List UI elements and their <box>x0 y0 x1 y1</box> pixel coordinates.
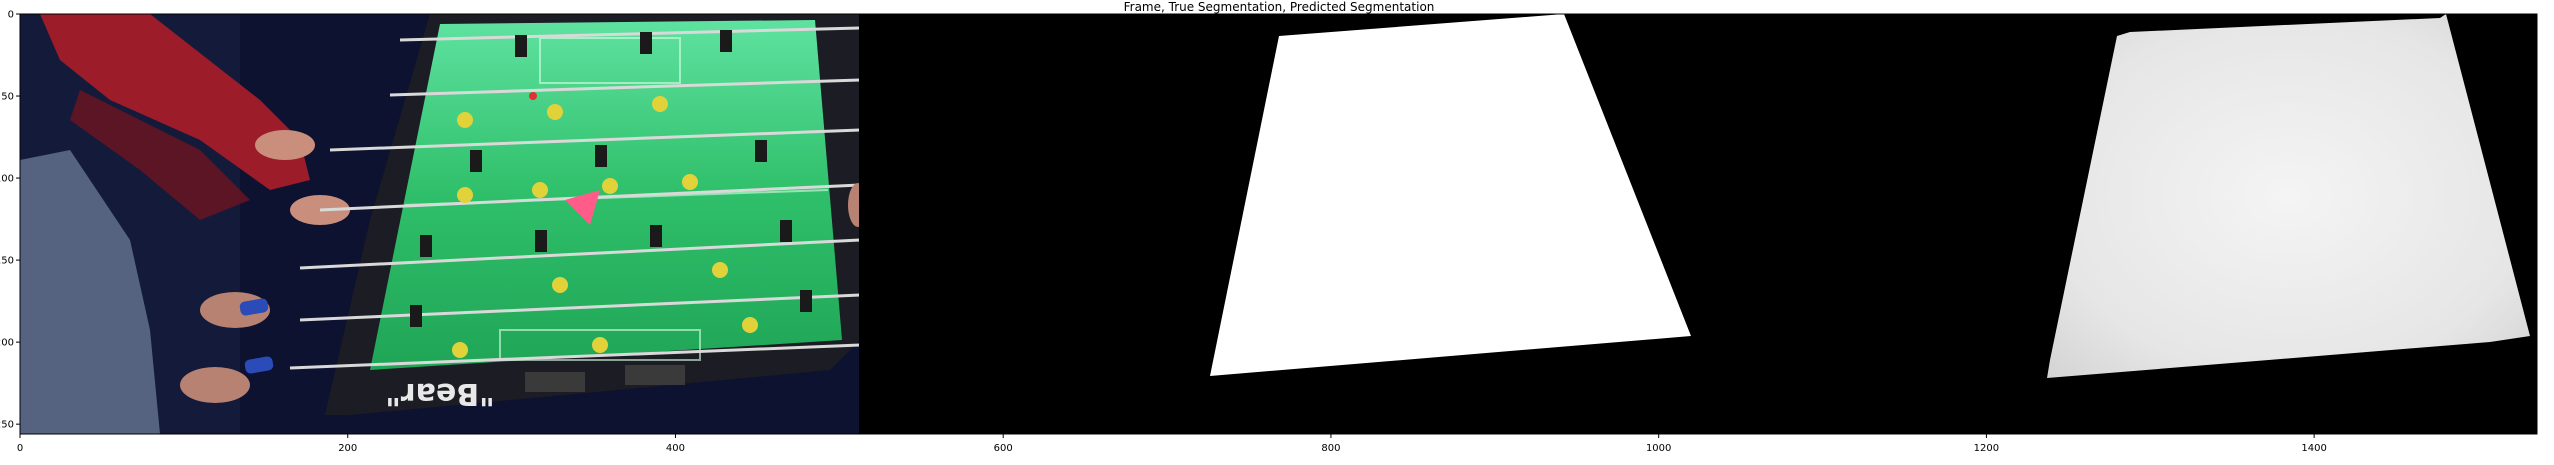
x-tick-label: 600 <box>994 443 1013 454</box>
frame-panel: "Bear" <box>20 14 868 434</box>
true-seg-mask <box>1210 14 1691 376</box>
y-tick-label: 200 <box>0 338 14 349</box>
center-logo <box>565 190 600 225</box>
y-tick-label: 50 <box>1 92 14 103</box>
goal-box-top <box>539 37 681 84</box>
table-brand-text: "Bear" <box>385 376 495 411</box>
y-axis: 0 50 100 150 200 250 <box>0 10 20 431</box>
predicted-segmentation-panel <box>1698 14 2537 434</box>
rod <box>289 343 861 370</box>
player-yellow <box>547 104 563 120</box>
x-tick-label: 200 <box>338 443 357 454</box>
hand-4 <box>180 367 250 403</box>
red-sleeve-shade <box>70 90 250 220</box>
player-yellow <box>602 178 618 194</box>
goal-box-bottom <box>499 329 701 361</box>
player-yellow <box>592 337 608 353</box>
y-tick-label: 150 <box>0 256 14 267</box>
player-yellow <box>652 96 668 112</box>
rod <box>299 238 861 270</box>
x-tick-label: 1400 <box>2301 443 2326 454</box>
y-tick-label: 250 <box>0 420 14 431</box>
red-sleeve <box>40 14 310 190</box>
player-yellow <box>712 262 728 278</box>
player-yellow <box>452 342 468 358</box>
rod <box>329 128 861 152</box>
score-beads <box>525 372 585 392</box>
player-black <box>640 32 652 54</box>
person-left-shirt <box>20 150 160 434</box>
rod <box>399 26 861 42</box>
true-segmentation-panel <box>859 14 1698 434</box>
player-yellow <box>457 112 473 128</box>
x-tick-label: 1000 <box>1646 443 1671 454</box>
player-black <box>755 140 767 162</box>
y-tick-label: 0 <box>8 10 14 21</box>
players-yellow <box>452 96 758 358</box>
player-black <box>535 230 547 252</box>
table-field <box>370 20 842 370</box>
player-black <box>780 220 792 242</box>
player-yellow <box>742 317 758 333</box>
x-tick-label: 800 <box>1321 443 1340 454</box>
axes-frame <box>19 13 2538 435</box>
player-black <box>720 30 732 52</box>
handle-blue-2 <box>244 356 274 374</box>
rod <box>389 78 861 97</box>
rod <box>299 293 861 322</box>
figure-title: Frame, True Segmentation, Predicted Segm… <box>1124 0 1435 14</box>
x-axis: 0 200 400 600 800 1000 1200 1400 <box>17 434 2327 454</box>
player-yellow <box>532 182 548 198</box>
hand-1 <box>255 130 315 160</box>
x-tick-label: 1200 <box>1974 443 1999 454</box>
player-black <box>595 145 607 167</box>
player-black <box>515 35 527 57</box>
pred-seg-mask <box>2047 14 2530 378</box>
players-black <box>410 30 812 327</box>
player-black <box>800 290 812 312</box>
player-black <box>420 235 432 257</box>
handle-blue-1 <box>239 298 269 316</box>
y-tick-label: 100 <box>0 174 14 185</box>
player-yellow <box>457 187 473 203</box>
player-black <box>470 150 482 172</box>
player-yellow <box>552 277 568 293</box>
ball <box>529 92 537 100</box>
player-black <box>410 305 422 327</box>
score-beads <box>625 365 685 385</box>
x-tick-label: 0 <box>17 443 23 454</box>
x-tick-label: 400 <box>666 443 685 454</box>
player-yellow <box>682 174 698 190</box>
player-black <box>650 225 662 247</box>
